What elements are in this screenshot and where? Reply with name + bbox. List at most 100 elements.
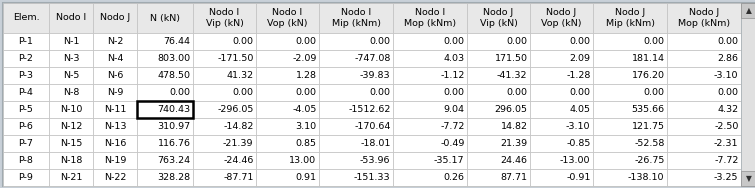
Bar (256, 50, 319, 67)
Text: -53.96: -53.96 (360, 156, 390, 165)
Text: 116.76: 116.76 (158, 139, 190, 148)
Text: N-11: N-11 (104, 105, 126, 114)
Bar (3, 152, 49, 169)
Bar (319, 135, 393, 152)
Bar (667, 3, 741, 33)
Bar (393, 67, 467, 84)
Bar (530, 67, 593, 84)
Text: -7.72: -7.72 (714, 156, 738, 165)
Bar (256, 135, 319, 152)
Text: N-13: N-13 (103, 122, 126, 131)
Bar (319, 169, 393, 186)
Text: Nodo I
Mop (kNm): Nodo I Mop (kNm) (404, 8, 456, 28)
Bar (467, 67, 530, 84)
Text: -87.71: -87.71 (223, 173, 254, 182)
Bar (593, 118, 667, 135)
Text: 0.00: 0.00 (443, 37, 464, 46)
Text: 0.00: 0.00 (295, 37, 316, 46)
Bar (93, 3, 137, 33)
Text: 740.43: 740.43 (157, 105, 190, 114)
Bar (667, 67, 741, 84)
Bar (49, 50, 93, 67)
Bar (3, 3, 49, 33)
Text: 535.66: 535.66 (631, 105, 664, 114)
Bar (593, 3, 667, 33)
Text: 181.14: 181.14 (631, 54, 664, 63)
Text: 0.00: 0.00 (369, 37, 390, 46)
Text: 310.97: 310.97 (157, 122, 190, 131)
Bar (49, 33, 93, 50)
Bar (530, 3, 593, 33)
Text: 0.00: 0.00 (443, 88, 464, 97)
Text: 4.03: 4.03 (443, 54, 464, 63)
Text: 13.00: 13.00 (289, 156, 316, 165)
Bar (49, 67, 93, 84)
Bar (3, 101, 49, 118)
Text: Nodo J
Vip (kN): Nodo J Vip (kN) (479, 8, 517, 28)
Bar (530, 50, 593, 67)
Bar (667, 118, 741, 135)
Text: -296.05: -296.05 (217, 105, 254, 114)
Text: P-5: P-5 (19, 105, 33, 114)
Text: Nodo J
Mip (kNm): Nodo J Mip (kNm) (606, 8, 655, 28)
Text: -21.39: -21.39 (223, 139, 254, 148)
Bar (319, 33, 393, 50)
Text: -747.08: -747.08 (354, 54, 390, 63)
Bar (49, 3, 93, 33)
Bar (530, 33, 593, 50)
Bar (193, 135, 256, 152)
Text: P-9: P-9 (19, 173, 33, 182)
Bar (467, 3, 530, 33)
Bar (193, 3, 256, 33)
Text: -2.50: -2.50 (714, 122, 738, 131)
Bar (137, 67, 193, 84)
Text: -0.49: -0.49 (440, 139, 464, 148)
Text: N-19: N-19 (104, 156, 126, 165)
Bar (3, 135, 49, 152)
Bar (137, 50, 193, 67)
Bar (530, 152, 593, 169)
Bar (593, 169, 667, 186)
Bar (593, 152, 667, 169)
Bar (137, 33, 193, 50)
Text: -3.10: -3.10 (566, 122, 590, 131)
Bar (93, 169, 137, 186)
Bar (319, 84, 393, 101)
Bar (256, 84, 319, 101)
Bar (193, 101, 256, 118)
Bar (530, 84, 593, 101)
Bar (49, 118, 93, 135)
Bar (3, 50, 49, 67)
Bar (137, 135, 193, 152)
Text: -3.10: -3.10 (714, 71, 738, 80)
Text: 21.39: 21.39 (501, 139, 528, 148)
Text: 0.00: 0.00 (369, 88, 390, 97)
Bar (319, 3, 393, 33)
Bar (467, 169, 530, 186)
Text: N-4: N-4 (106, 54, 123, 63)
Bar (3, 169, 49, 186)
Bar (467, 50, 530, 67)
Bar (530, 169, 593, 186)
Bar (93, 50, 137, 67)
Text: 0.00: 0.00 (569, 37, 590, 46)
Bar (467, 152, 530, 169)
Bar (393, 3, 467, 33)
Text: N-8: N-8 (63, 88, 79, 97)
Bar (393, 169, 467, 186)
Text: Nodo I
Vop (kN): Nodo I Vop (kN) (267, 8, 308, 28)
Bar (741, 171, 755, 186)
Text: 0.00: 0.00 (569, 88, 590, 97)
Text: -35.17: -35.17 (434, 156, 464, 165)
Bar (393, 152, 467, 169)
Text: -2.09: -2.09 (292, 54, 316, 63)
Bar (93, 118, 137, 135)
Text: N-16: N-16 (104, 139, 126, 148)
Text: 763.24: 763.24 (157, 156, 190, 165)
Text: 478.50: 478.50 (158, 71, 190, 80)
Text: 296.05: 296.05 (495, 105, 528, 114)
Text: -1.28: -1.28 (566, 71, 590, 80)
Text: N-18: N-18 (60, 156, 82, 165)
Bar (256, 169, 319, 186)
Text: 328.28: 328.28 (157, 173, 190, 182)
